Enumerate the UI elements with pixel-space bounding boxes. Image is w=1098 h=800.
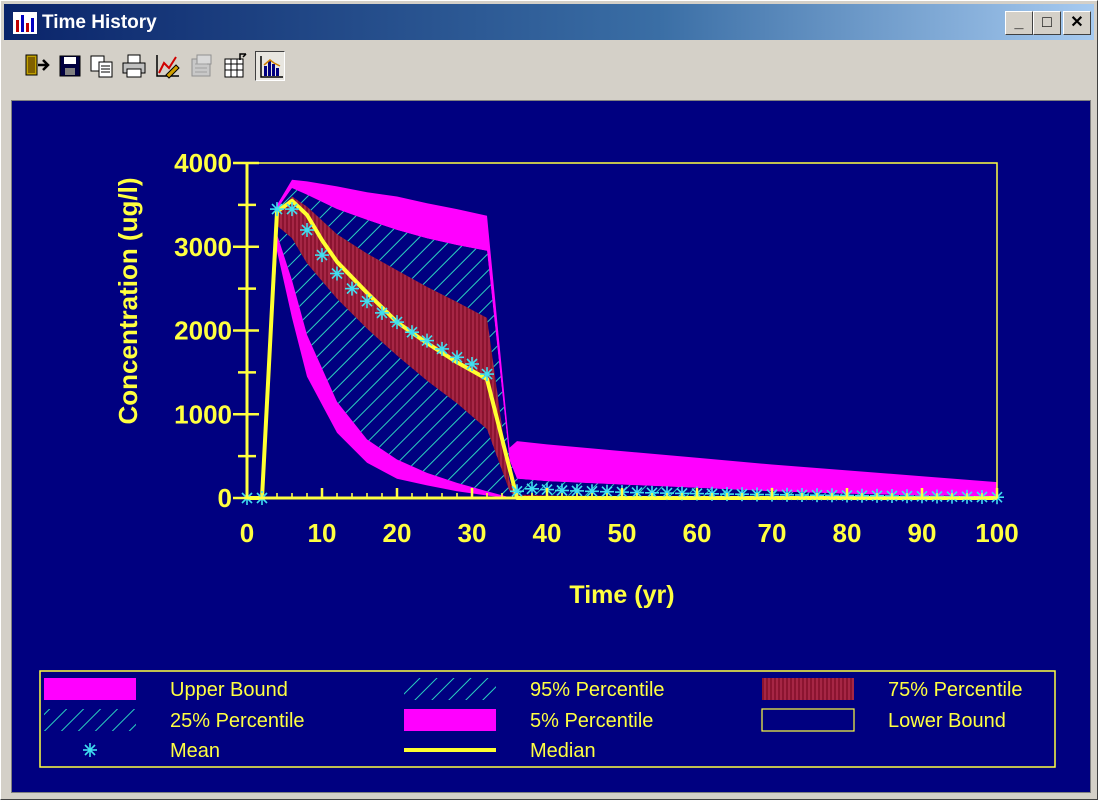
chart-view-icon[interactable] bbox=[255, 51, 285, 81]
mean-point bbox=[435, 341, 449, 356]
x-tick-label: 10 bbox=[308, 518, 337, 548]
legend-upper-bound-swatch bbox=[44, 678, 136, 700]
x-tick-label: 70 bbox=[758, 518, 787, 548]
mean-point bbox=[360, 294, 374, 309]
exit-icon[interactable] bbox=[21, 51, 51, 81]
y-tick-label: 0 bbox=[218, 483, 232, 513]
chart-properties-icon[interactable] bbox=[152, 51, 182, 81]
y-axis-label: Concentration (ug/l) bbox=[113, 178, 143, 425]
app-chart-icon[interactable] bbox=[12, 11, 38, 35]
maximize-button[interactable]: □ bbox=[1033, 11, 1061, 35]
legend-75-percentile-swatch bbox=[762, 678, 854, 700]
mean-point bbox=[405, 325, 419, 340]
band-25-percentile bbox=[247, 225, 997, 499]
table-view-icon[interactable] bbox=[221, 51, 251, 81]
close-button[interactable]: ✕ bbox=[1063, 11, 1091, 35]
y-tick-label: 1000 bbox=[174, 399, 232, 429]
window-title: Time History bbox=[42, 12, 157, 33]
y-tick-label: 3000 bbox=[174, 232, 232, 262]
print-icon[interactable] bbox=[119, 51, 149, 81]
mean-point bbox=[480, 367, 494, 382]
y-tick-label: 4000 bbox=[174, 148, 232, 178]
y-tick-label: 2000 bbox=[174, 316, 232, 346]
mean-point bbox=[600, 484, 614, 499]
legend-95-percentile-swatch bbox=[404, 678, 496, 700]
x-tick-label: 60 bbox=[683, 518, 712, 548]
mean-point bbox=[525, 481, 539, 496]
mean-point bbox=[450, 350, 464, 365]
x-tick-label: 0 bbox=[240, 518, 254, 548]
legend-upper-bound-label: Upper Bound bbox=[170, 679, 288, 701]
legend-75-percentile-label: 75% Percentile bbox=[888, 679, 1023, 701]
legend-25-percentile-swatch bbox=[44, 709, 136, 731]
mean-point bbox=[555, 483, 569, 498]
x-tick-label: 20 bbox=[383, 518, 412, 548]
plot-area: 0 10 20 30 40 50 60 70 80 90 100 0 1000 2000 3000 4000 … bbox=[11, 100, 1091, 793]
time-history-chart: 0 10 20 30 40 50 60 70 80 90 10001000200030004000 … bbox=[39, 148, 1056, 768]
x-axis-label: Time (yr) bbox=[569, 581, 674, 609]
legend-5-percentile-label: 5% Percentile bbox=[530, 710, 653, 732]
legend-mean-swatch bbox=[83, 743, 97, 757]
minimize-button[interactable]: _ bbox=[1005, 11, 1033, 35]
x-tick-label: 100 bbox=[975, 518, 1018, 548]
mean-point bbox=[420, 333, 434, 348]
mean-point bbox=[315, 248, 329, 263]
band-95-percentile bbox=[247, 188, 997, 498]
copy-icon[interactable] bbox=[87, 51, 117, 81]
legend-median-label: Median bbox=[530, 740, 596, 762]
legend-5-percentile-swatch bbox=[404, 709, 496, 731]
mean-point bbox=[345, 281, 359, 296]
mean-point bbox=[270, 202, 284, 217]
x-tick-label: 40 bbox=[533, 518, 562, 548]
x-tick-label: 30 bbox=[458, 518, 487, 548]
toolbar bbox=[7, 47, 1092, 87]
legend-25-percentile-label: 25% Percentile bbox=[170, 710, 305, 732]
x-tick-label: 50 bbox=[608, 518, 637, 548]
mean-point bbox=[465, 357, 479, 371]
mean-point bbox=[375, 305, 389, 320]
legend-mean-label: Mean bbox=[170, 740, 220, 762]
properties-disabled-icon bbox=[187, 51, 217, 81]
legend-lower-bound-label: Lower Bound bbox=[888, 710, 1006, 732]
band-75-percentile bbox=[247, 196, 997, 498]
mean-point bbox=[390, 315, 404, 330]
mean-point bbox=[285, 202, 299, 217]
save-icon[interactable] bbox=[55, 51, 85, 81]
x-tick-label: 90 bbox=[908, 518, 937, 548]
title-bar[interactable]: Time History _ □ ✕ bbox=[4, 4, 1094, 40]
legend-lower-bound-swatch bbox=[761, 708, 855, 732]
legend-95-percentile-label: 95% Percentile bbox=[530, 679, 665, 701]
legend-box bbox=[39, 670, 1056, 768]
mean-point bbox=[300, 223, 314, 237]
x-tick-label: 80 bbox=[833, 518, 862, 548]
mean-point bbox=[330, 266, 344, 281]
